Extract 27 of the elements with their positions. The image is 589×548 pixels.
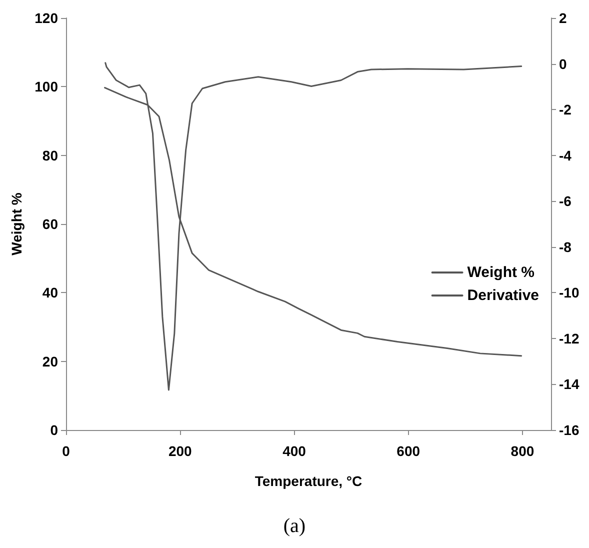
legend-label: Derivative	[467, 287, 540, 304]
legend-label: Weight %	[467, 264, 535, 281]
y-tick-label: 60	[42, 216, 58, 232]
x-tick-label: 600	[396, 443, 420, 459]
y-tick-label: 100	[34, 78, 58, 95]
y2-tick-label: -10	[559, 284, 580, 301]
x-axis-title: Temperature, °C	[254, 473, 362, 489]
y2-tick-label: -12	[559, 330, 580, 346]
y2-tick-label: 2	[559, 10, 567, 26]
y-tick-label: 20	[42, 353, 58, 370]
y2-tick-label: -16	[559, 422, 580, 438]
y-tick-label: 40	[42, 284, 58, 301]
y2-tick-label: -14	[559, 376, 580, 392]
y2-tick-label: -6	[559, 193, 572, 210]
x-tick-label: 800	[510, 443, 534, 459]
y2-tick-label: -4	[559, 147, 572, 164]
text: (a)	[282, 515, 307, 538]
y2-tick-label: -2	[559, 102, 572, 118]
y-tick-label: 120	[34, 10, 58, 26]
y-axis-title: Weight %	[8, 192, 25, 256]
y-tick-label: 0	[50, 422, 58, 438]
y-tick-label: 80	[42, 147, 58, 164]
x-tick-label: 200	[168, 443, 192, 459]
y2-tick-label: -8	[559, 238, 572, 255]
y2-tick-label: 0	[559, 56, 567, 72]
x-tick-label: 400	[282, 443, 306, 459]
x-tick-label: 0	[62, 443, 70, 459]
